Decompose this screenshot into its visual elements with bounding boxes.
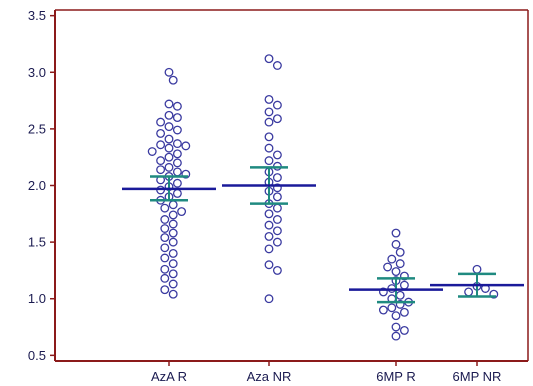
data-point [399, 325, 409, 335]
data-point [164, 99, 174, 109]
data-point [264, 220, 274, 230]
data-point [160, 285, 170, 295]
data-point [264, 244, 274, 254]
data-point [391, 322, 401, 332]
data-point [164, 122, 174, 132]
data-point [168, 259, 178, 269]
data-point [395, 247, 405, 257]
data-point [181, 141, 191, 151]
data-point [391, 239, 401, 249]
data-point [160, 273, 170, 283]
data-point [272, 173, 282, 183]
data-point [160, 253, 170, 263]
data-point [387, 303, 397, 313]
data-point [264, 260, 274, 270]
data-point [160, 203, 170, 213]
data-point [160, 233, 170, 243]
data-point [177, 207, 187, 216]
data-point [156, 156, 166, 166]
data-point [168, 210, 178, 220]
data-point [264, 94, 274, 104]
data-point [168, 269, 178, 279]
data-point [272, 203, 282, 213]
y-tick-label: 3.0 [28, 65, 46, 80]
data-point [164, 152, 174, 162]
data-point [164, 110, 174, 120]
data-point [272, 100, 282, 110]
data-point [172, 113, 182, 123]
data-point [464, 287, 474, 297]
data-point [395, 290, 405, 300]
data-point [272, 192, 282, 202]
data-point [264, 209, 274, 219]
data-point [272, 61, 282, 70]
data-point [156, 117, 166, 127]
data-point [399, 280, 409, 290]
data-point [391, 311, 401, 321]
y-tick-label: 2.5 [28, 121, 46, 136]
data-point [172, 149, 182, 159]
data-point [264, 54, 274, 64]
data-point [168, 200, 178, 210]
data-point [160, 215, 170, 224]
data-point [272, 226, 282, 236]
x-tick-label: 6MP R [376, 369, 416, 384]
data-point [164, 162, 174, 172]
y-tick-label: 3.5 [28, 8, 46, 23]
x-tick-label: 6MP NR [453, 369, 502, 384]
data-point [168, 289, 178, 299]
data-point [160, 224, 170, 233]
data-point [395, 259, 405, 269]
data-point [172, 178, 182, 188]
data-point [272, 150, 282, 160]
data-point [272, 215, 282, 224]
data-point [378, 305, 388, 315]
data-point [160, 264, 170, 274]
data-point [264, 294, 274, 304]
data-point [472, 264, 482, 274]
data-point [399, 307, 409, 317]
data-point [272, 237, 282, 247]
data-point [264, 143, 274, 153]
data-point [391, 331, 401, 341]
data-point [168, 219, 178, 229]
data-point [168, 75, 178, 85]
data-point [172, 158, 182, 168]
data-point [172, 139, 182, 149]
y-tick-label: 2.0 [28, 178, 46, 193]
data-point [391, 228, 401, 238]
data-point [156, 128, 166, 138]
data-point [160, 243, 170, 253]
data-point [164, 143, 174, 153]
data-point [264, 156, 274, 166]
y-tick-label: 1.0 [28, 291, 46, 306]
data-point [391, 267, 401, 277]
data-point [264, 117, 274, 127]
data-point [168, 279, 178, 289]
data-point [164, 67, 174, 77]
data-point [172, 101, 182, 111]
data-point [264, 107, 274, 117]
data-point [264, 132, 274, 142]
data-point [168, 228, 178, 238]
data-point [164, 134, 174, 144]
y-tick-label: 1.5 [28, 235, 46, 250]
data-point [172, 167, 182, 177]
data-point [147, 147, 157, 156]
data-point [168, 237, 178, 247]
x-tick-label: AzA R [151, 369, 187, 384]
data-point [383, 262, 393, 272]
data-point [168, 248, 178, 258]
y-tick-label: 0.5 [28, 348, 46, 363]
data-point [156, 140, 166, 150]
data-point [272, 114, 282, 124]
x-tick-label: Aza NR [247, 369, 292, 384]
data-point [172, 125, 182, 135]
data-point [272, 265, 282, 275]
data-point [172, 188, 182, 198]
data-point [156, 165, 166, 175]
data-point [264, 232, 274, 241]
data-point [387, 254, 397, 264]
